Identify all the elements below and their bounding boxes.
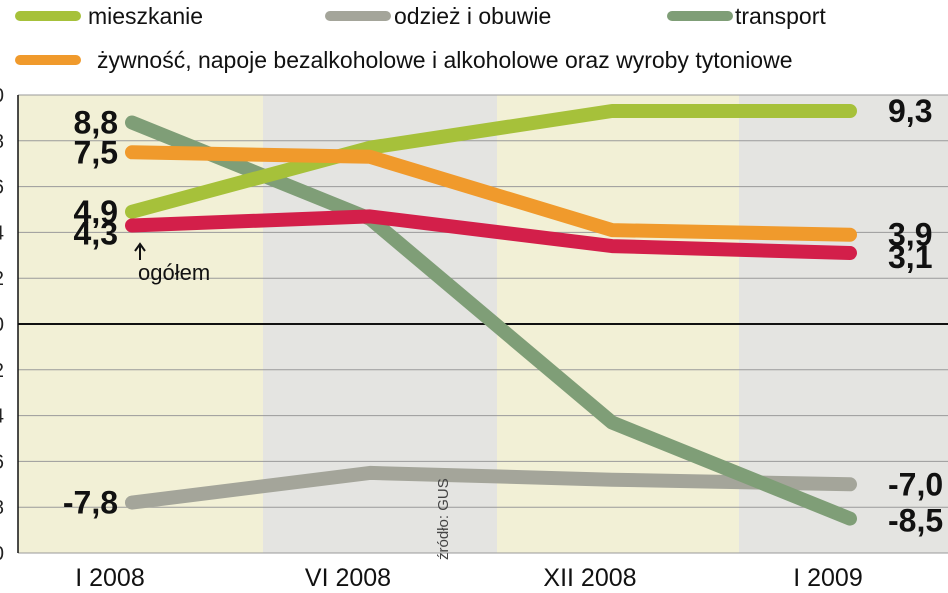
series-line-zywnosc: [125, 145, 857, 242]
value-label-end-mieszkanie: 9,3: [888, 93, 932, 129]
x-tick-label: I 2009: [793, 564, 863, 592]
legend-label-zywnosc: żywność, napoje bezalkoholowe i alkoholo…: [97, 47, 793, 73]
y-tick-label: 2: [0, 268, 4, 290]
x-tick-label: XII 2008: [543, 564, 636, 592]
value-label-end-odziez: -7,0: [888, 466, 943, 502]
x-axis-ticks: I 2008 VI 2008 XII 2008 I 2009: [75, 564, 863, 592]
series-lines: [125, 104, 857, 526]
value-label-start-zywnosc: 7,5: [74, 134, 118, 170]
legend: mieszkanie odzież i obuwie transport żywnoś…: [15, 3, 826, 73]
series-line-transport: [125, 115, 857, 526]
value-label-start-odziez: -7,8: [63, 485, 118, 521]
annotation-arrow-icon: [134, 242, 146, 260]
value-label-start-mieszkanie: 4,9: [74, 194, 118, 230]
ogolem-annotation: ogółem: [134, 242, 210, 285]
y-axis-ticks: 0 8 6 4 2 0 2 4 6 8 0: [0, 85, 4, 565]
x-tick-label: VI 2008: [305, 564, 391, 592]
value-label-end-zywnosc: 3,9: [888, 217, 932, 253]
series-line-ogolem: [125, 209, 857, 260]
value-label-start-transport: 8,8: [74, 104, 118, 140]
source-note: źródło: GUS: [435, 478, 452, 560]
legend-label-transport: transport: [735, 3, 826, 29]
y-tick-label: 8: [0, 497, 4, 519]
x-tick-label: I 2008: [75, 564, 145, 592]
y-tick-label: 6: [0, 451, 4, 473]
annotation-label: ogółem: [138, 260, 210, 285]
value-label-end-transport: -8,5: [888, 503, 943, 539]
gridlines: [17, 94, 948, 554]
y-tick-label: 6: [0, 177, 4, 199]
series-line-odziez: [125, 465, 857, 510]
y-tick-label: 0: [0, 543, 4, 565]
value-labels: 8,87,5 4,94,3 -7,8 9,3 3,93,1 -7,0-8,5: [63, 93, 943, 539]
y-tick-label: 0: [0, 85, 4, 107]
series-line-mieszkanie: [125, 104, 857, 219]
y-tick-label: 4: [0, 406, 4, 428]
value-label-start-ogolem: 4,3: [74, 216, 118, 252]
y-tick-label: 2: [0, 360, 4, 382]
y-tick-label: 0: [0, 314, 4, 336]
y-tick-label: 4: [0, 222, 4, 244]
legend-label-odziez: odzież i obuwie: [394, 3, 551, 29]
y-tick-label: 8: [0, 131, 4, 153]
value-label-end-ogolem: 3,1: [888, 239, 932, 275]
legend-label-mieszkanie: mieszkanie: [88, 3, 203, 29]
